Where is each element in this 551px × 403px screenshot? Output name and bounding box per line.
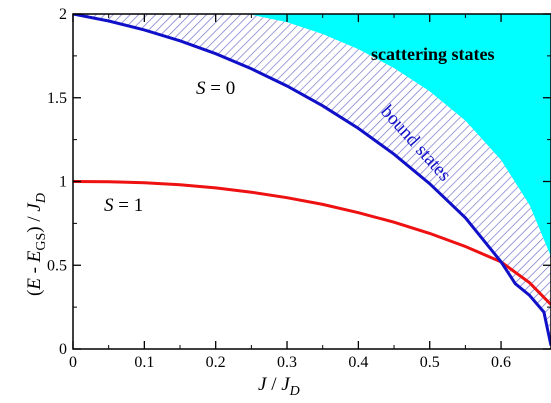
s0-curve [73, 14, 551, 346]
y-tick-label: 2 [59, 6, 67, 23]
scattering-states-label: scattering states [371, 44, 494, 64]
y-axis-ticks: 0 0.5 1 1.5 2 [47, 6, 551, 358]
x-tick-label: 0.4 [348, 354, 368, 371]
x-axis-title: J / JD [258, 374, 300, 399]
y-tick-label: 1.5 [47, 90, 67, 107]
bound-states-region [73, 14, 551, 346]
x-tick-label: 0.3 [277, 354, 297, 371]
x-tick-label: 0 [69, 354, 77, 371]
x-axis-ticks: 0 0.1 0.2 0.3 0.4 0.5 0.6 [69, 14, 511, 371]
y-axis-title: (E - EGS) / JD [24, 193, 49, 296]
s1-curve [73, 180, 551, 306]
s1-label: S = 1 [104, 195, 143, 216]
x-tick-label: 0.5 [420, 354, 440, 371]
y-tick-label: 1 [59, 174, 67, 191]
x-tick-label: 0.2 [206, 354, 226, 371]
x-tick-label: 0.6 [491, 354, 511, 371]
x-tick-label: 0.1 [134, 354, 154, 371]
y-tick-label: 0.5 [47, 257, 67, 274]
s0-label: S = 0 [196, 78, 235, 99]
scattering-states-region [73, 14, 551, 257]
y-tick-label: 0 [59, 341, 67, 358]
